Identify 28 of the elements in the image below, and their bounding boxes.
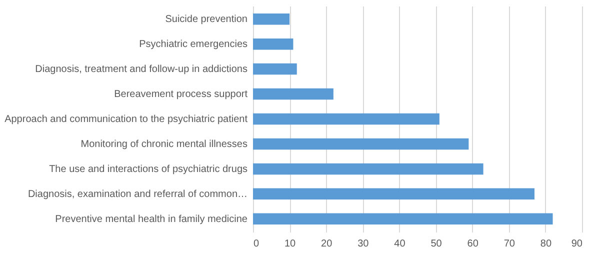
- y-tick-label: Psychiatric emergencies: [139, 39, 248, 50]
- bar: [253, 13, 290, 25]
- y-tick-label: Diagnosis, examination and referral of common…: [28, 188, 248, 200]
- bar: [253, 38, 294, 50]
- bar: [253, 113, 440, 125]
- y-tick-label: Preventive mental health in family medicine: [55, 214, 248, 225]
- y-tick-label: Diagnosis, treatment and follow-up in addictions: [35, 64, 248, 76]
- y-tick-label: Bereavement process support: [114, 89, 248, 100]
- bar: [253, 188, 534, 200]
- y-tick-label: The use and interactions of psychiatric drugs: [49, 164, 248, 175]
- x-tick-label: 40: [394, 238, 406, 250]
- x-tick-label: 90: [571, 238, 583, 250]
- x-tick-label: 0: [254, 238, 260, 250]
- bar: [253, 213, 553, 225]
- x-tick-label: 60: [467, 238, 479, 250]
- x-tick-label: 10: [284, 238, 296, 250]
- x-tick-label: 80: [540, 238, 552, 250]
- y-tick-label: Monitoring of chronic mental illnesses: [80, 138, 248, 150]
- x-tick-label: 20: [321, 238, 333, 250]
- y-tick-label: Suicide prevention: [165, 14, 248, 26]
- bar: [253, 63, 297, 75]
- bar: [253, 88, 334, 100]
- x-tick-label: 50: [430, 238, 442, 250]
- x-tick-label: 70: [504, 238, 516, 250]
- x-tick-label: 30: [358, 238, 370, 250]
- y-tick-label: Approach and communication to the psychiatric patient: [4, 114, 248, 125]
- bar: [253, 163, 484, 175]
- bar: [253, 138, 469, 150]
